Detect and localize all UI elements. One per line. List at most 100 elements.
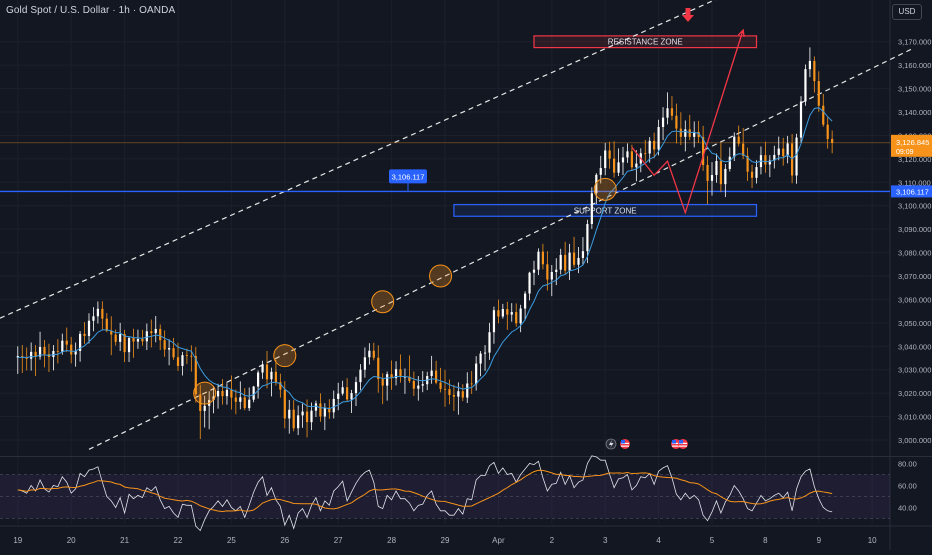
candle-body (403, 376, 407, 378)
candle-body (613, 158, 616, 173)
candle-body (626, 151, 629, 158)
price-tick-label: 3,120.000 (898, 155, 931, 164)
candle-body (390, 374, 393, 379)
channel-lines (0, 0, 913, 450)
candle-body (777, 148, 780, 155)
rsi-line (17, 455, 833, 532)
level-callout-box (389, 169, 427, 184)
candle-body (119, 334, 122, 342)
price-lines: 3,106.117 (0, 142, 890, 193)
channel-upper (0, 0, 717, 319)
candle-body (394, 369, 398, 379)
candle-body (96, 308, 99, 317)
time-tick-label: 25 (227, 536, 236, 545)
time-tick-label: 21 (120, 536, 129, 545)
candle-body (123, 334, 126, 353)
candle-body (648, 140, 651, 154)
candle-body (457, 391, 460, 397)
candle-body (608, 150, 611, 159)
price-tick-label: 3,100.000 (898, 202, 931, 211)
candle-body (670, 108, 674, 116)
candle-body (804, 69, 807, 102)
candle-body (742, 143, 745, 156)
candle-body (746, 155, 749, 172)
candle-body (693, 131, 696, 137)
touch-circle (593, 177, 617, 201)
candle-body (181, 355, 184, 366)
candle-body (56, 350, 59, 352)
candle-body (555, 269, 558, 273)
candle-body (461, 391, 464, 398)
candle-body (564, 254, 567, 271)
candle-body (724, 168, 727, 185)
touch-circle (273, 344, 297, 368)
candle-body (190, 355, 193, 357)
candle-body (408, 376, 411, 381)
candle-body (70, 344, 73, 355)
candle-body (221, 391, 224, 397)
candle-body (737, 136, 740, 144)
candle-body (497, 310, 500, 317)
candle-body (822, 105, 825, 125)
rsi-ma-line (17, 469, 833, 513)
candle-body (310, 410, 313, 423)
touch-points (193, 177, 617, 405)
candle-body (274, 371, 277, 383)
candle-body (782, 148, 785, 157)
candle-body (706, 164, 709, 181)
ema-polyline (17, 107, 833, 410)
candle-body (483, 352, 487, 354)
resistance-zone-label: RESISTANCE ZONE (608, 38, 683, 47)
candle-body (297, 415, 300, 429)
candle-body (110, 330, 113, 335)
candle-body (74, 350, 77, 355)
candle-body (163, 340, 166, 350)
candle-body (728, 156, 731, 169)
currency-button[interactable]: USD (892, 4, 922, 20)
price-tick-label: 3,110.000 (898, 178, 931, 187)
resistance-zone (533, 35, 758, 49)
candle-body (710, 175, 714, 181)
time-tick-label: 27 (334, 536, 343, 545)
candle-body (768, 160, 771, 165)
candle-body (630, 151, 633, 168)
candle-body (234, 397, 237, 402)
candle-body (145, 331, 148, 342)
candle-body (288, 409, 291, 419)
us-flag-icon-stripe (679, 445, 687, 447)
candle-body (230, 389, 233, 398)
candle-body (354, 382, 358, 394)
candle-body (136, 339, 140, 342)
time-tick-label: 5 (710, 536, 715, 545)
price-tick-label: 3,160.000 (898, 61, 931, 70)
candle-body (350, 393, 353, 400)
candle-body (621, 157, 625, 163)
candle-body (386, 374, 389, 386)
candle-body (479, 353, 482, 364)
time-tick-label: 3 (603, 536, 608, 545)
symbol-title: Gold Spot / U.S. Dollar · 1h · OANDA (6, 5, 176, 16)
current-price-timer: 09:09 (896, 149, 914, 156)
time-tick-label: 19 (13, 536, 22, 545)
candle-body (101, 308, 104, 319)
candle-body (501, 309, 504, 317)
time-tick-label: Apr (492, 536, 505, 545)
candle-body (826, 124, 829, 139)
candle-body (572, 252, 576, 265)
candle-body (421, 384, 424, 386)
candle-body (87, 320, 91, 336)
time-tick-label: 4 (656, 536, 661, 545)
candle-body (568, 252, 571, 271)
time-tick-label: 29 (441, 536, 450, 545)
price-tick-label: 3,140.000 (898, 108, 931, 117)
candle-body (519, 308, 522, 324)
time-tick-label: 28 (387, 536, 396, 545)
candle-body (773, 154, 776, 161)
candle-body (52, 350, 55, 358)
candle-body (715, 160, 718, 176)
candle-body (733, 136, 736, 157)
candle-body (679, 128, 682, 137)
candle-body (243, 397, 246, 409)
